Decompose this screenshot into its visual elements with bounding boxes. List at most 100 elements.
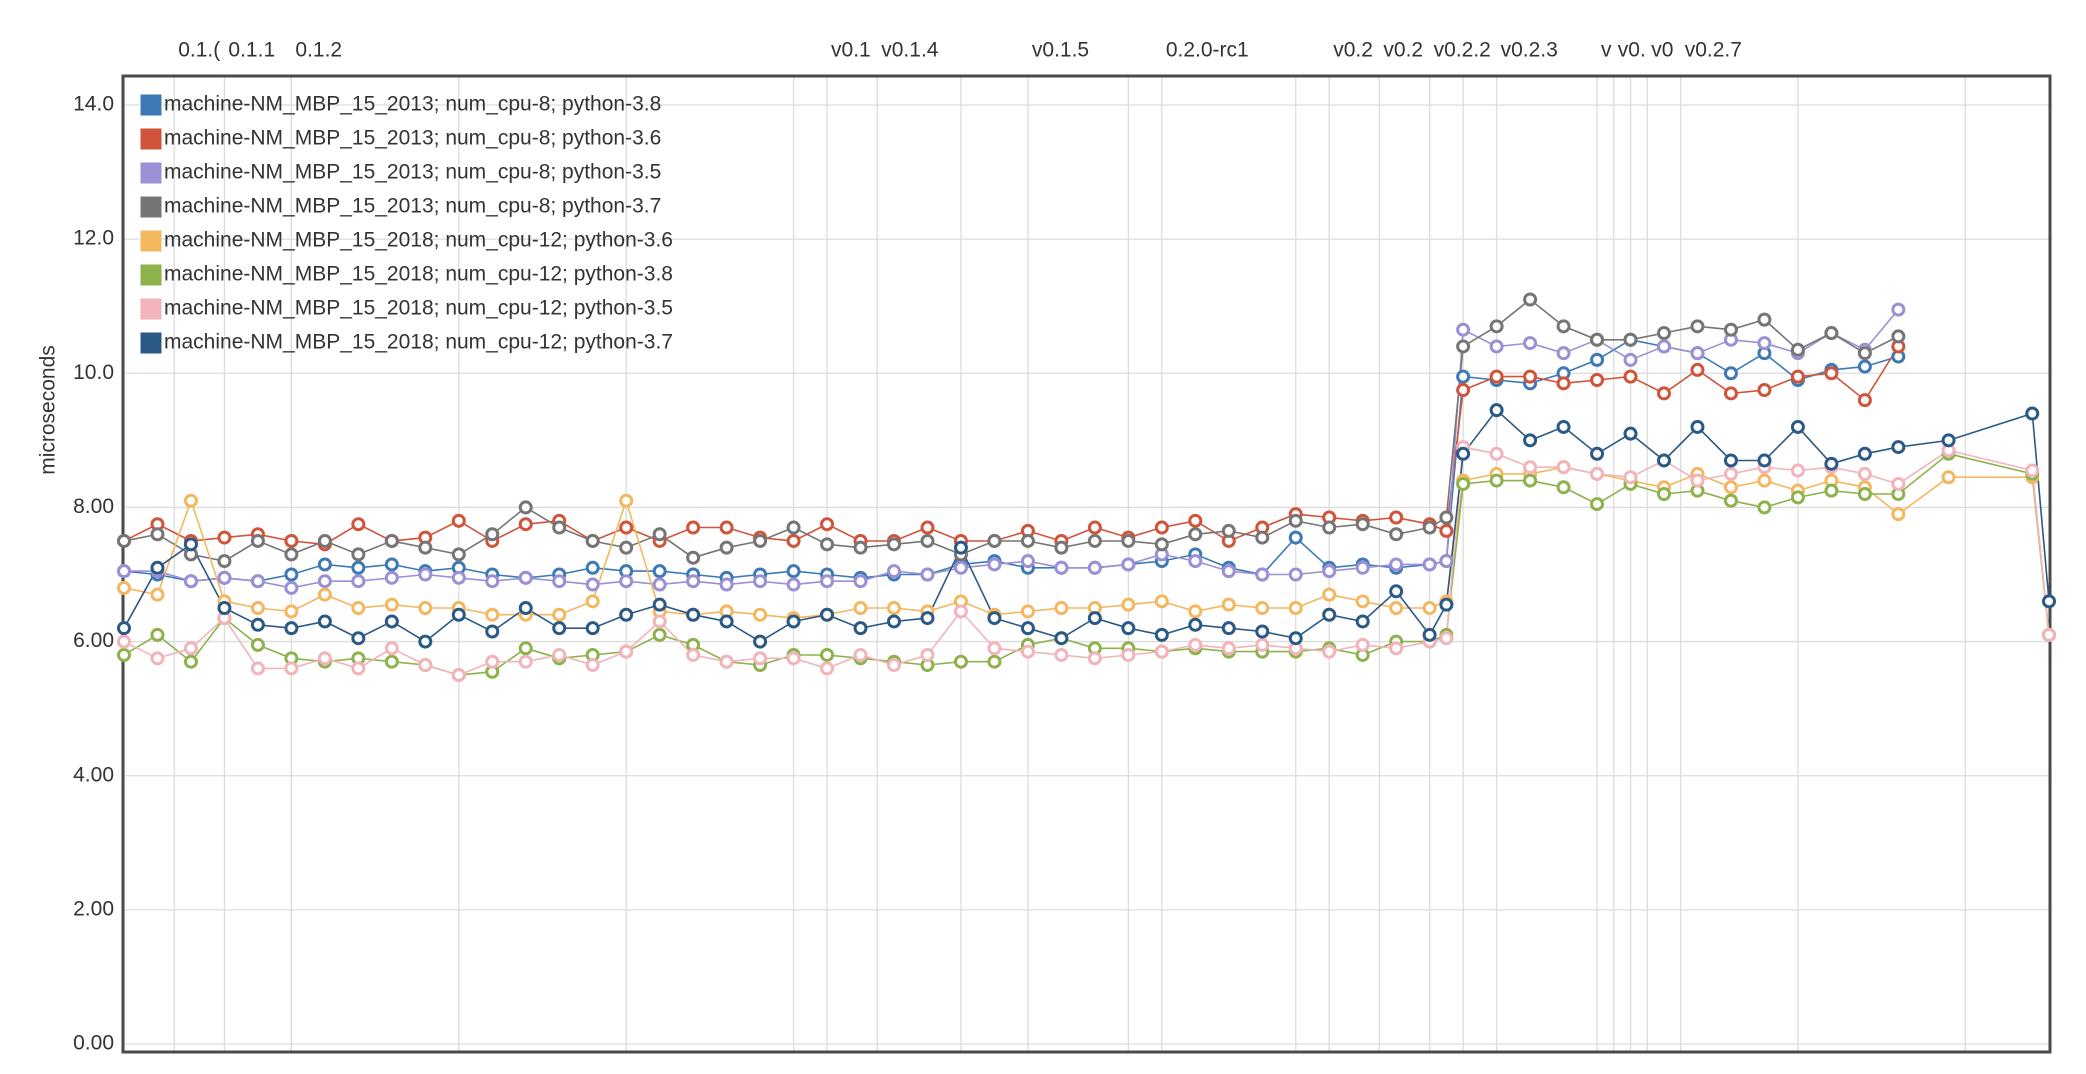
- data-point: [1657, 386, 1671, 401]
- data-point: [217, 530, 232, 545]
- y-tick-label: 2.00: [73, 897, 114, 920]
- legend-swatch: [139, 93, 163, 117]
- data-point: [250, 637, 265, 652]
- data-point: [250, 661, 265, 676]
- data-point: [686, 520, 701, 535]
- data-point: [1020, 644, 1035, 659]
- data-point: [217, 601, 232, 616]
- data-point: [1087, 651, 1102, 666]
- series-line: [123, 446, 2050, 676]
- data-point: [1723, 386, 1738, 401]
- data-point: [1087, 533, 1102, 548]
- data-point: [1288, 631, 1303, 646]
- data-point: [117, 580, 131, 595]
- data-point: [317, 587, 332, 602]
- data-point: [1556, 319, 1571, 334]
- data-point: [1322, 587, 1337, 602]
- data-point: [1054, 631, 1069, 646]
- data-point: [753, 574, 768, 589]
- data-point: [920, 533, 935, 548]
- data-point: [786, 564, 801, 579]
- data-point: [1623, 426, 1638, 441]
- data-point: [518, 601, 533, 616]
- data-point: [1456, 369, 1471, 384]
- data-point: [1439, 510, 1454, 525]
- data-point: [1723, 466, 1738, 481]
- version-label: v0.1: [831, 39, 871, 62]
- data-point: [1523, 433, 1538, 448]
- data-point: [485, 624, 500, 639]
- data-point: [1857, 346, 1872, 361]
- data-point: [1556, 376, 1571, 391]
- data-point: [1790, 463, 1805, 478]
- legend-swatch: [139, 331, 163, 355]
- data-point: [1556, 419, 1571, 434]
- data-point: [887, 564, 901, 579]
- data-point: [1523, 473, 1538, 488]
- data-point: [1723, 366, 1738, 381]
- data-point: [887, 614, 901, 629]
- data-point: [585, 594, 600, 609]
- data-point: [585, 577, 600, 592]
- data-point: [786, 614, 801, 629]
- data-point: [117, 647, 131, 662]
- data-point: [250, 533, 265, 548]
- data-point: [953, 604, 968, 619]
- data-point: [786, 533, 801, 548]
- data-point: [1389, 584, 1404, 599]
- y-tick-label: 10.0: [73, 361, 114, 384]
- version-label: v0.2.2: [1434, 39, 1491, 62]
- data-point: [1255, 624, 1270, 639]
- data-point: [552, 520, 567, 535]
- data-point: [1456, 339, 1471, 354]
- data-point: [418, 601, 433, 616]
- data-point: [786, 577, 801, 592]
- data-point: [1723, 322, 1738, 337]
- y-axis-title: microseconds: [37, 345, 60, 475]
- data-point: [585, 621, 600, 636]
- data-point: [1439, 554, 1454, 569]
- data-point: [1389, 601, 1404, 616]
- data-point: [987, 611, 1002, 626]
- data-point: [753, 607, 768, 622]
- version-label: v0.1.5: [1032, 39, 1089, 62]
- data-point: [284, 661, 299, 676]
- data-point: [1489, 403, 1504, 418]
- version-label: 0.2.0-rc1: [1166, 39, 1249, 62]
- data-point: [1590, 497, 1605, 512]
- legend-swatch: [139, 127, 163, 151]
- data-point: [317, 651, 332, 666]
- data-point: [1087, 611, 1102, 626]
- data-point: [183, 537, 198, 552]
- data-point: [820, 647, 835, 662]
- data-point: [887, 658, 901, 673]
- data-point: [1857, 487, 1872, 502]
- data-point: [317, 557, 332, 572]
- data-point: [317, 533, 332, 548]
- y-tick-label: 14.0: [73, 93, 114, 116]
- data-point: [1221, 564, 1236, 579]
- data-point: [418, 567, 433, 582]
- data-point: [1790, 419, 1805, 434]
- data-point: [1824, 326, 1839, 341]
- data-point: [217, 554, 232, 569]
- version-label: v0.: [1618, 39, 1646, 62]
- data-point: [1489, 446, 1504, 461]
- data-point: [619, 574, 634, 589]
- data-point: [418, 658, 433, 673]
- legend-label: machine-NM_MBP_15_2013; num_cpu-8; pytho…: [164, 93, 661, 116]
- data-point: [485, 654, 500, 669]
- data-point: [953, 654, 968, 669]
- data-point: [1723, 453, 1738, 468]
- data-point: [719, 577, 734, 592]
- data-point: [1489, 473, 1504, 488]
- data-point: [451, 668, 466, 683]
- data-point: [652, 564, 667, 579]
- data-point: [1590, 446, 1605, 461]
- data-point: [953, 560, 968, 575]
- data-point: [820, 574, 835, 589]
- data-point: [284, 604, 299, 619]
- data-point: [853, 540, 868, 555]
- data-point: [920, 520, 935, 535]
- data-point: [1824, 483, 1839, 498]
